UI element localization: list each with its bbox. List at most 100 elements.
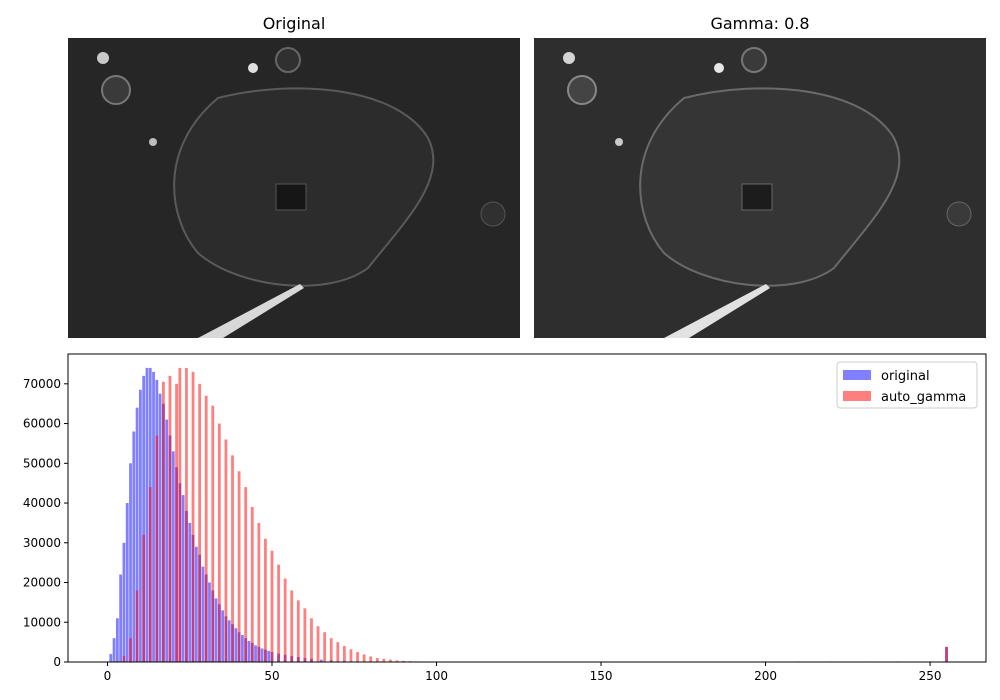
original-bar (208, 582, 211, 662)
original-bar (165, 419, 169, 662)
auto_gamma-bar (303, 608, 307, 662)
original-bar (221, 610, 225, 662)
gamma-image (534, 38, 986, 338)
y-tick-label: 70000 (23, 377, 61, 391)
auto_gamma-bar (211, 405, 215, 662)
auto_gamma-bar (264, 538, 267, 662)
auto_gamma-bar (336, 642, 340, 662)
original-image (68, 38, 520, 338)
original-bar (267, 650, 271, 662)
original-bar (142, 375, 146, 662)
original-bar (119, 574, 123, 662)
y-tick-label: 30000 (23, 536, 61, 550)
original-bar (109, 654, 113, 662)
auto_gamma-bar (375, 658, 379, 662)
original-bar (135, 407, 139, 662)
auto_gamma-bar (129, 638, 132, 662)
y-tick-label: 10000 (23, 615, 61, 629)
auto_gamma-bar (283, 578, 287, 662)
auto_gamma-bar (257, 522, 261, 662)
original-bar (171, 451, 175, 662)
original-bar (254, 645, 257, 662)
auto_gamma-bar (178, 367, 182, 662)
auto_gamma-bar (277, 564, 280, 662)
x-tick-label: 150 (590, 669, 613, 683)
auto_gamma-bar (237, 471, 241, 662)
original-bar (188, 522, 192, 662)
auto_gamma-bar (224, 439, 228, 662)
auto_gamma-bar (204, 395, 208, 662)
auto_gamma-bar (349, 649, 353, 662)
auto_gamma-bar (217, 423, 221, 662)
auto_gamma-bar (135, 590, 139, 662)
plot-frame (67, 353, 987, 663)
auto_gamma-bar (175, 383, 178, 662)
auto_gamma-bar (162, 381, 165, 662)
auto_gamma-bar (356, 652, 359, 662)
auto_gamma-bar (270, 550, 274, 662)
auto_gamma-bar (362, 654, 366, 662)
original-bar (125, 503, 129, 662)
original-bar (181, 495, 185, 662)
auto_gamma-bar (316, 626, 320, 662)
auto_gamma-bar (155, 435, 159, 662)
original-bar (201, 566, 205, 662)
auto_gamma-bar (122, 656, 126, 662)
original-bar (319, 659, 323, 662)
original-bar (240, 634, 244, 662)
x-tick-label: 250 (919, 669, 942, 683)
original-bar (194, 546, 198, 662)
original-bar (122, 542, 126, 662)
auto_gamma-bar (198, 383, 202, 662)
original-bar (115, 618, 119, 662)
auto_gamma-bar (250, 507, 254, 662)
auto_gamma-bar (369, 656, 373, 662)
original-bar (260, 648, 264, 662)
auto_gamma-bar (329, 638, 333, 662)
auto_gamma-bar (168, 375, 172, 662)
auto_gamma-legend-label: auto_gamma (881, 390, 966, 405)
x-tick-label: 100 (425, 669, 448, 683)
y-tick-label: 60000 (23, 417, 61, 431)
y-tick-label: 40000 (23, 496, 61, 510)
auto_gamma-bar (191, 371, 195, 662)
auto_gamma-bar (323, 632, 327, 662)
original-bar (112, 638, 116, 662)
auto_gamma-bar (310, 618, 313, 662)
original-bar (234, 628, 238, 662)
original-bar (152, 371, 155, 662)
auto_gamma-bar (382, 658, 386, 662)
legend-box (836, 361, 978, 409)
original-bar (158, 393, 162, 662)
auto_gamma-bar (231, 455, 234, 662)
y-tick-label: 0 (53, 655, 61, 669)
y-tick-label: 20000 (23, 576, 61, 590)
original-bar (129, 463, 132, 662)
auto_gamma-bar (402, 660, 406, 662)
auto_gamma-bar (148, 487, 152, 662)
original-bar (138, 389, 142, 662)
auto_gamma-bar (296, 600, 300, 662)
x-tick-label: 200 (754, 669, 777, 683)
x-tick-label: 0 (104, 669, 112, 683)
auto_gamma-bar (185, 367, 188, 662)
original-bar (145, 367, 149, 662)
original-legend-label: original (881, 369, 930, 384)
auto_gamma-bar (389, 659, 392, 662)
original-legend-swatch (843, 370, 871, 380)
y-tick-label: 50000 (23, 456, 61, 470)
original-bar (227, 620, 231, 662)
original-bar (247, 640, 251, 662)
auto_gamma-legend-swatch (843, 391, 871, 401)
original-bar (132, 431, 136, 662)
auto_gamma-bar (395, 660, 399, 662)
original-bar (214, 598, 218, 662)
gamma-image-title: Gamma: 0.8 (710, 14, 810, 33)
auto_gamma-bar (342, 646, 346, 662)
original-image-title: Original (262, 14, 326, 33)
auto_gamma-bar (290, 590, 294, 662)
auto_gamma-bar (142, 534, 146, 662)
auto_gamma-bar (945, 646, 948, 662)
x-tick-label: 50 (264, 669, 279, 683)
